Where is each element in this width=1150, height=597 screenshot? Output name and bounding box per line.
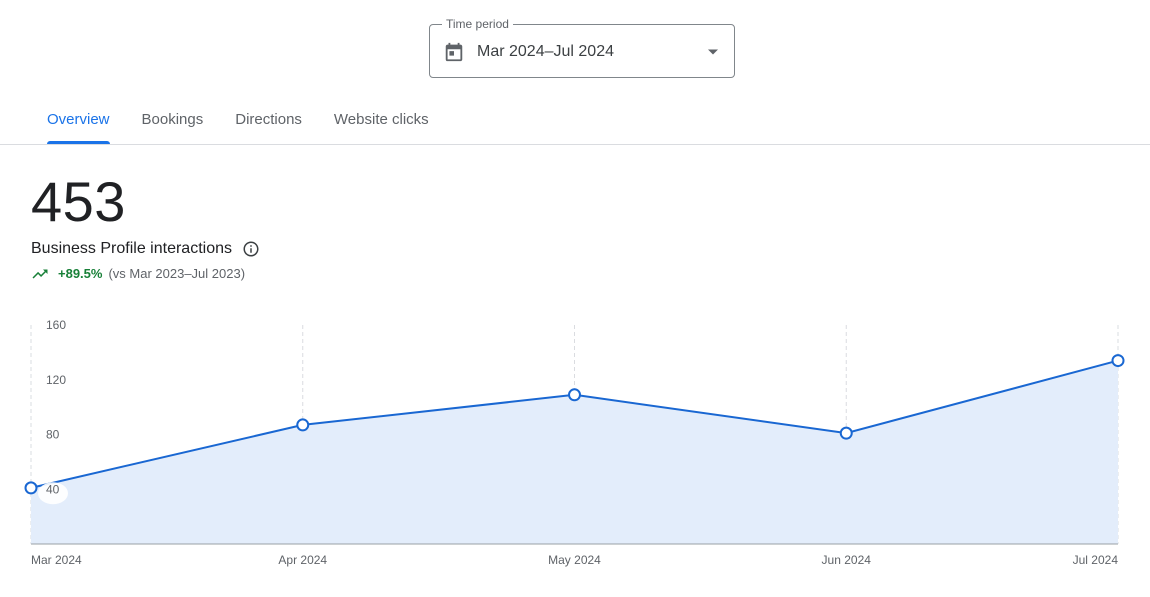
y-tick-label: 120 [46, 373, 66, 387]
tab-directions[interactable]: Directions [235, 111, 302, 128]
y-tick-label-bg [38, 482, 68, 505]
data-point [296, 418, 310, 432]
x-tick-label: Mar 2024 [31, 553, 82, 567]
tabs-divider [0, 144, 1150, 145]
tab-bar: Overview Bookings Directions Website cli… [31, 102, 445, 144]
time-period-select[interactable]: Time period Mar 2024–Jul 2024 [429, 16, 735, 78]
series-area [31, 360, 1118, 544]
x-tick-label: Jul 2024 [1073, 553, 1119, 567]
x-tick-label: Apr 2024 [278, 553, 327, 567]
change-value: +89.5% [58, 266, 103, 281]
info-icon[interactable] [242, 240, 260, 258]
metric-label: Business Profile interactions [31, 240, 232, 257]
interactions-chart: 40 80 120 160 Mar 2024 Apr 2024 May 2024 Jun 20… [24, 318, 1125, 567]
time-period-value: Mar 2024–Jul 2024 [477, 43, 614, 60]
tab-website-clicks[interactable]: Website clicks [333, 111, 429, 128]
x-tick-label: May 2024 [548, 553, 601, 567]
time-period-label: Time period [442, 16, 513, 32]
x-tick-label: Jun 2024 [822, 553, 872, 567]
tab-bookings[interactable]: Bookings [141, 111, 204, 128]
y-tick-label: 80 [46, 428, 60, 442]
data-point [1111, 354, 1125, 368]
y-tick-label: 40 [46, 482, 60, 496]
data-point [568, 388, 581, 402]
change-comparison: (vs Mar 2023–Jul 2023) [108, 266, 246, 281]
arrow-drop-down-icon[interactable] [708, 49, 718, 55]
calendar-icon [445, 42, 463, 62]
data-point [839, 426, 853, 440]
tab-overview[interactable]: Overview [31, 102, 126, 144]
metric-label-row: Business Profile interactions [31, 238, 260, 260]
trending-up-icon [32, 269, 48, 279]
metric-value: 453 [31, 170, 126, 233]
change-row: +89.5% (vs Mar 2023–Jul 2023) [31, 264, 245, 284]
y-tick-label: 160 [46, 318, 66, 332]
data-point [24, 481, 38, 495]
